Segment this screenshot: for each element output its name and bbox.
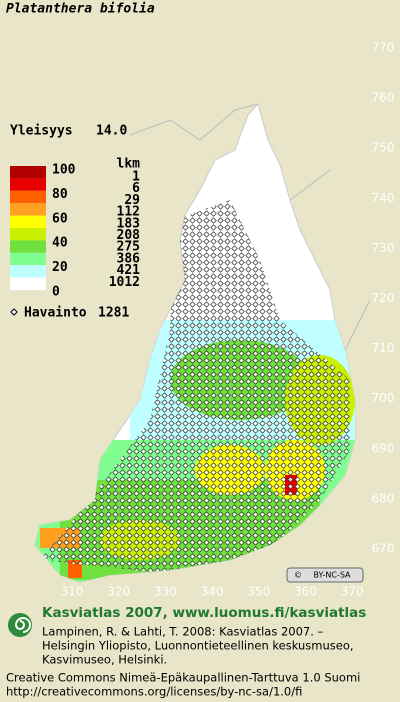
y-grid-label: 690 [372, 441, 395, 455]
legend-swatch [10, 240, 46, 253]
y-grid-label: 740 [372, 191, 395, 205]
y-grid-label: 700 [372, 391, 395, 405]
scale-label: 20 [52, 260, 68, 275]
x-grid-label: 340 [201, 585, 224, 599]
count-heading: lkm [117, 157, 141, 172]
count-label: 421 [117, 263, 141, 278]
x-grid-label: 370 [341, 585, 364, 599]
y-grid-label: 730 [372, 241, 395, 255]
count-label: 183 [117, 216, 140, 231]
title: Platanthera bifolia [6, 2, 155, 17]
y-grid-label: 680 [372, 491, 395, 505]
legend-swatch [10, 265, 46, 278]
count-label: 208 [117, 228, 141, 243]
legend-swatch [10, 190, 46, 204]
grid-labels: 310 320 330 340 350 360 370 770 760 750 740 730 720 7… [61, 41, 395, 599]
legend-swatch [10, 252, 46, 266]
legend-swatch [10, 178, 46, 191]
citation-line: Lampinen, R. & Lahti, T. 2008: Kasviatla… [42, 625, 324, 639]
y-grid-label: 720 [372, 291, 395, 305]
legend-swatch [10, 166, 46, 179]
y-grid-label: 750 [372, 141, 395, 155]
scale-label: 100 [52, 163, 76, 178]
count-label: 1 [132, 170, 140, 185]
x-grid-label: 330 [154, 585, 177, 599]
scale-label: 40 [52, 236, 68, 251]
license-badge [286, 567, 364, 583]
citation-line: Helsingin Yliopisto, Luonnontieteellinen… [42, 639, 354, 653]
license-text: Creative Commons Nimeä-Epäkaupallinen-Ta… [6, 671, 360, 685]
legend: 100 80 60 40 20 0 lkm1629112183208275386421101… [10, 157, 140, 300]
y-grid-label: 670 [372, 542, 395, 556]
logo-circle [8, 613, 32, 637]
scale-label: 60 [52, 211, 68, 226]
observation-count: 1281 [98, 306, 129, 321]
x-grid-label: 360 [294, 585, 317, 599]
site-title: Kasviatlas 2007, www.luomus.fi/kasviatla… [42, 605, 366, 621]
logo-swirl [14, 617, 31, 633]
legend-swatch [10, 203, 46, 216]
x-grid-label: 310 [61, 585, 84, 599]
count-label: 1012 [109, 275, 140, 290]
logo [8, 613, 32, 637]
x-grid-label: 320 [107, 585, 130, 599]
observations [40, 200, 350, 575]
y-grid-label: 760 [372, 91, 395, 105]
y-grid-label: 710 [372, 341, 395, 355]
frequency-value: 14.0 [96, 124, 127, 139]
legend-swatch [10, 277, 46, 290]
count-label: 112 [117, 205, 140, 220]
count-label: 6 [132, 181, 140, 196]
legend-swatch [10, 215, 46, 228]
x-grid-label: 350 [247, 585, 270, 599]
scale-label: 0 [52, 285, 60, 300]
observation-icon [10, 308, 18, 316]
count-label: 275 [117, 240, 140, 255]
y-grid-label: 770 [372, 41, 395, 55]
scale-label: 80 [52, 187, 68, 202]
observation-label: Havainto [24, 306, 87, 321]
license-badge-text: BY-NC-SA [313, 571, 351, 580]
legend-swatch [10, 228, 46, 241]
border-line [129, 103, 371, 351]
cc-icon: © [294, 571, 302, 580]
citation-line: Kasvimuseo, Helsinki. [42, 653, 167, 667]
frequency-label: Yleisyys [10, 124, 73, 139]
patch [68, 560, 82, 578]
count-label: 29 [124, 193, 140, 208]
count-label: 386 [117, 251, 141, 266]
license-url: http://creativecommons.org/licenses/by-n… [6, 685, 302, 699]
